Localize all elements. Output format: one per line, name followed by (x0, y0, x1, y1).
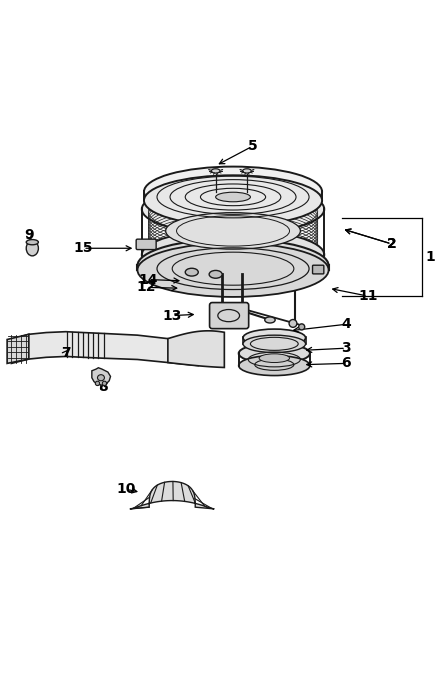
Polygon shape (92, 368, 110, 385)
Ellipse shape (142, 230, 324, 280)
Circle shape (102, 381, 106, 386)
Ellipse shape (209, 270, 222, 278)
Text: 2: 2 (387, 237, 396, 251)
Polygon shape (7, 334, 29, 363)
Text: 6: 6 (341, 356, 351, 370)
Polygon shape (11, 331, 198, 365)
Ellipse shape (26, 240, 38, 256)
Text: 15: 15 (73, 241, 93, 255)
FancyBboxPatch shape (136, 239, 156, 250)
Ellipse shape (216, 192, 250, 202)
Ellipse shape (238, 356, 310, 375)
Ellipse shape (238, 344, 310, 363)
Ellipse shape (137, 239, 329, 293)
Ellipse shape (211, 169, 220, 173)
FancyBboxPatch shape (209, 303, 249, 329)
Text: 5: 5 (248, 139, 257, 153)
Polygon shape (130, 481, 214, 509)
Ellipse shape (144, 166, 322, 217)
Circle shape (289, 320, 297, 327)
Ellipse shape (243, 335, 306, 352)
Text: 10: 10 (117, 482, 136, 496)
Text: 2: 2 (387, 237, 396, 251)
Text: 7: 7 (61, 346, 70, 360)
Ellipse shape (142, 184, 324, 234)
Ellipse shape (98, 375, 104, 381)
Ellipse shape (265, 317, 275, 323)
Text: 8: 8 (98, 380, 107, 394)
Text: 1: 1 (426, 250, 436, 264)
Text: 11: 11 (358, 289, 378, 303)
Text: 3: 3 (341, 341, 351, 355)
Text: 4: 4 (341, 317, 351, 331)
Text: 14: 14 (139, 272, 158, 287)
Ellipse shape (26, 240, 38, 245)
Ellipse shape (144, 175, 322, 225)
Ellipse shape (137, 243, 329, 297)
Text: 9: 9 (24, 228, 33, 242)
Polygon shape (168, 331, 224, 367)
Ellipse shape (185, 268, 198, 276)
Ellipse shape (242, 169, 251, 173)
Text: 12: 12 (136, 280, 156, 295)
Text: 13: 13 (162, 309, 182, 323)
Ellipse shape (259, 354, 290, 363)
Ellipse shape (166, 213, 301, 249)
Ellipse shape (243, 329, 306, 346)
FancyBboxPatch shape (312, 265, 324, 274)
Circle shape (299, 324, 305, 330)
Circle shape (95, 381, 99, 386)
